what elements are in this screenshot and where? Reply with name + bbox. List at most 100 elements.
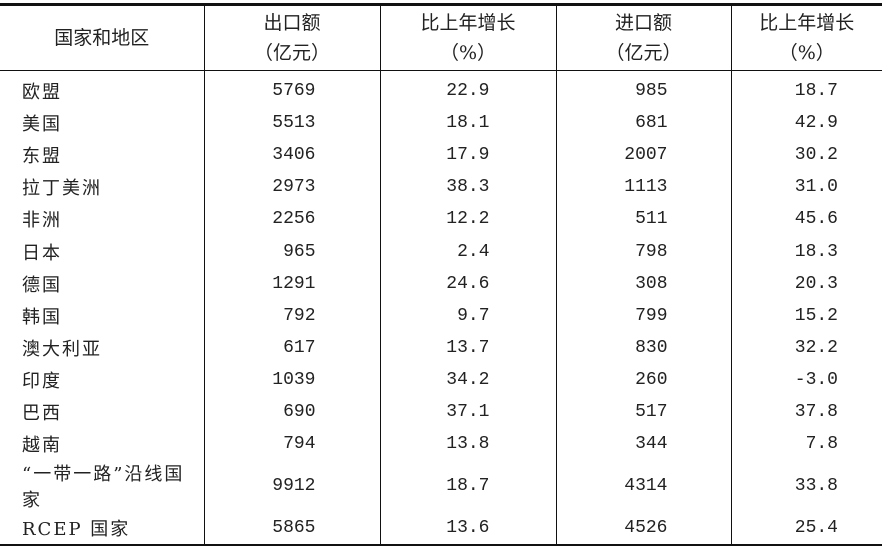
export-growth: 37.1 <box>380 396 556 428</box>
export-amount: 1291 <box>204 268 380 300</box>
header-region: 国家和地区 <box>0 5 204 71</box>
header-row: 国家和地区出口额（亿元）比上年增长（%）进口额（亿元）比上年增长（%） <box>0 5 882 71</box>
export-amount: 1039 <box>204 364 380 396</box>
region-name: RCEP 国家 <box>0 512 204 545</box>
header-export-growth: 比上年增长（%） <box>380 5 556 71</box>
import-amount: 830 <box>556 332 731 364</box>
export-growth: 18.1 <box>380 107 556 139</box>
import-amount: 799 <box>556 300 731 332</box>
export-growth: 9.7 <box>380 300 556 332</box>
import-growth: 7.8 <box>731 428 882 460</box>
region-name: 东盟 <box>0 139 204 171</box>
region-name: 澳大利亚 <box>0 332 204 364</box>
header-label: 国家和地区 <box>0 23 204 53</box>
region-name: 巴西 <box>0 396 204 428</box>
import-growth: 33.8 <box>731 460 882 512</box>
import-amount: 681 <box>556 107 731 139</box>
region-name: 韩国 <box>0 300 204 332</box>
header-unit: （%） <box>732 38 882 68</box>
import-amount: 511 <box>556 203 731 235</box>
import-growth: 30.2 <box>731 139 882 171</box>
import-growth: 42.9 <box>731 107 882 139</box>
region-name: 拉丁美洲 <box>0 171 204 203</box>
export-amount: 5513 <box>204 107 380 139</box>
header-unit: （%） <box>381 38 556 68</box>
export-growth: 12.2 <box>380 203 556 235</box>
export-growth: 2.4 <box>380 235 556 267</box>
export-growth: 34.2 <box>380 364 556 396</box>
export-amount: 690 <box>204 396 380 428</box>
export-growth: 13.8 <box>380 428 556 460</box>
region-name: 印度 <box>0 364 204 396</box>
import-amount: 2007 <box>556 139 731 171</box>
import-growth: 32.2 <box>731 332 882 364</box>
import-growth: 37.8 <box>731 396 882 428</box>
export-growth: 17.9 <box>380 139 556 171</box>
import-amount: 260 <box>556 364 731 396</box>
import-growth: 18.3 <box>731 235 882 267</box>
region-name: “一带一路”沿线国家 <box>0 460 204 512</box>
export-amount: 2973 <box>204 171 380 203</box>
region-name: 德国 <box>0 268 204 300</box>
export-growth: 38.3 <box>380 171 556 203</box>
import-growth: 25.4 <box>731 512 882 545</box>
header-import-amount: 进口额（亿元） <box>556 5 731 71</box>
import-growth: 31.0 <box>731 171 882 203</box>
import-amount: 308 <box>556 268 731 300</box>
export-amount: 794 <box>204 428 380 460</box>
export-amount: 2256 <box>204 203 380 235</box>
region-name: 非洲 <box>0 203 204 235</box>
export-amount: 5865 <box>204 512 380 545</box>
import-amount: 4314 <box>556 460 731 512</box>
region-name: 欧盟 <box>0 71 204 108</box>
export-growth: 22.9 <box>380 71 556 108</box>
export-amount: 965 <box>204 235 380 267</box>
import-amount: 798 <box>556 235 731 267</box>
import-growth: 18.7 <box>731 71 882 108</box>
export-amount: 5769 <box>204 71 380 108</box>
export-amount: 617 <box>204 332 380 364</box>
export-growth: 24.6 <box>380 268 556 300</box>
export-growth: 13.6 <box>380 512 556 545</box>
region-name: 日本 <box>0 235 204 267</box>
header-label: 比上年增长 <box>732 8 882 38</box>
export-amount: 9912 <box>204 460 380 512</box>
header-unit: （亿元） <box>205 38 380 68</box>
import-amount: 517 <box>556 396 731 428</box>
region-name: 美国 <box>0 107 204 139</box>
export-amount: 792 <box>204 300 380 332</box>
import-amount: 985 <box>556 71 731 108</box>
import-growth: 45.6 <box>731 203 882 235</box>
header-unit: （亿元） <box>557 38 731 68</box>
header-export-amount: 出口额（亿元） <box>204 5 380 71</box>
export-growth: 13.7 <box>380 332 556 364</box>
export-growth: 18.7 <box>380 460 556 512</box>
header-label: 出口额 <box>205 8 380 38</box>
header-label: 进口额 <box>557 8 731 38</box>
import-amount: 344 <box>556 428 731 460</box>
import-amount: 4526 <box>556 512 731 545</box>
region-name: 越南 <box>0 428 204 460</box>
header-import-growth: 比上年增长（%） <box>731 5 882 71</box>
import-growth: -3.0 <box>731 364 882 396</box>
header-label: 比上年增长 <box>381 8 556 38</box>
import-amount: 1113 <box>556 171 731 203</box>
import-growth: 15.2 <box>731 300 882 332</box>
export-amount: 3406 <box>204 139 380 171</box>
import-growth: 20.3 <box>731 268 882 300</box>
